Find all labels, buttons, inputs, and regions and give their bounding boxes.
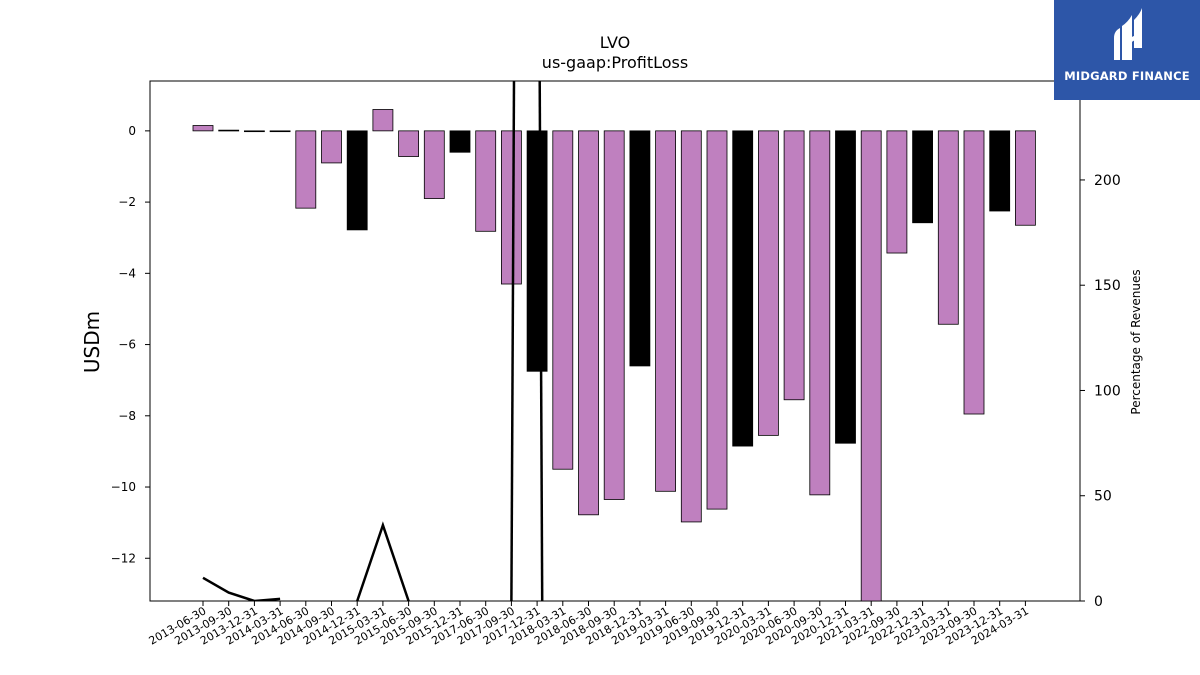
logo-text: MIDGARD FINANCE <box>1064 69 1190 83</box>
bar <box>937 130 959 325</box>
bar <box>758 130 779 436</box>
percentage-line-segment <box>202 576 281 601</box>
y2-tick-label: 50 <box>1094 489 1112 505</box>
bar <box>886 130 908 254</box>
y-tick-label: −10 <box>111 480 136 494</box>
bar <box>398 130 420 157</box>
bar <box>243 130 265 133</box>
bar <box>835 130 856 444</box>
y2-tick-label: 200 <box>1094 173 1121 189</box>
y-axis-label: USDm <box>80 311 104 373</box>
bar <box>603 130 625 500</box>
y-tick-label: −2 <box>118 195 136 209</box>
midgard-logo-mark-icon <box>1114 8 1142 60</box>
y2-tick-label: 150 <box>1094 278 1121 294</box>
bar <box>655 130 676 492</box>
bar <box>912 130 933 224</box>
bars-layer <box>192 109 1036 601</box>
bar <box>192 125 214 132</box>
y2-tick-label: 100 <box>1094 383 1121 399</box>
chart-subtitle: us-gaap:ProfitLoss <box>542 53 688 72</box>
bar <box>552 130 574 470</box>
chart-title: LVO <box>600 33 630 52</box>
bar <box>706 130 728 510</box>
percentage-line-segment <box>538 81 544 601</box>
y-tick-label: −8 <box>118 409 136 423</box>
bar <box>578 130 599 516</box>
bar <box>423 130 445 199</box>
bar <box>321 130 342 164</box>
bar <box>295 130 317 209</box>
y-tick-label: −6 <box>118 338 136 352</box>
bar <box>680 130 702 523</box>
y-tick-label: 0 <box>128 124 136 138</box>
bar <box>475 130 497 232</box>
bar <box>860 130 882 601</box>
bar <box>526 130 548 372</box>
axes-frame <box>149 80 1081 602</box>
bar <box>449 130 471 153</box>
bar <box>809 130 831 496</box>
bar <box>732 130 754 447</box>
y-tick-label: −4 <box>118 266 136 280</box>
percentage-line-segment <box>356 521 410 601</box>
bar <box>269 130 291 133</box>
y2-tick-label: 0 <box>1094 594 1103 610</box>
y-tick-label: −12 <box>111 551 136 565</box>
bar <box>346 130 368 231</box>
bar <box>218 129 240 132</box>
bar <box>500 130 522 285</box>
bar <box>989 130 1011 212</box>
plot-frame <box>149 80 1081 602</box>
midgard-finance-logo: MIDGARD FINANCE <box>1054 0 1200 100</box>
bar <box>1015 130 1036 226</box>
percentage-line-segment <box>510 81 516 601</box>
bar <box>963 130 985 415</box>
bar <box>629 130 651 367</box>
percentage-line-layer <box>202 81 544 601</box>
secondary-y-axis-label: Percentage of Revenues <box>1129 269 1143 414</box>
bar <box>372 109 394 132</box>
bar <box>783 130 805 401</box>
